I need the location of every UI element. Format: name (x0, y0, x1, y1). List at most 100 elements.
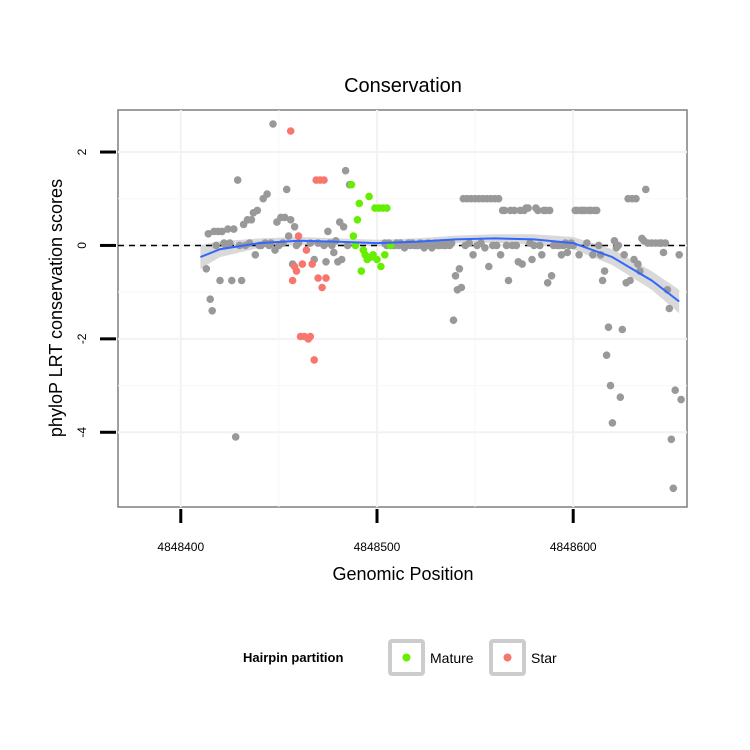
data-point-mature (351, 241, 360, 250)
y-tick-label: -4 (75, 427, 89, 438)
data-point-other (589, 251, 597, 259)
data-point-other (233, 176, 242, 184)
legend-title: Hairpin partition (243, 650, 343, 665)
data-point-other (330, 248, 338, 257)
data-point-other (508, 241, 517, 250)
data-point-other (600, 267, 609, 275)
data-point-mature (371, 204, 379, 212)
data-point-star (298, 260, 307, 268)
data-point-other (496, 251, 505, 259)
data-point-other (259, 194, 268, 203)
data-point-other (571, 206, 579, 215)
data-point-other (549, 241, 558, 250)
data-point-other (230, 225, 238, 233)
data-point-other (324, 227, 332, 236)
y-axis: 2 0 -2 -4 (75, 148, 116, 438)
data-point-other (594, 241, 603, 250)
data-point-other (249, 209, 258, 217)
data-point-star (312, 176, 321, 184)
data-point-other (269, 120, 277, 128)
y-tick-label: 0 (75, 242, 89, 249)
data-point-other (583, 239, 591, 247)
data-point-mature (349, 232, 358, 240)
data-point-other (602, 351, 611, 360)
data-point-other (220, 239, 228, 247)
data-point-other (677, 395, 685, 404)
data-point-mature (347, 180, 356, 189)
data-point-other (536, 241, 544, 250)
data-point-other (210, 227, 218, 236)
data-point-star (296, 332, 305, 341)
data-point-mature (353, 216, 362, 224)
data-point-other (239, 220, 248, 229)
data-point-mature (381, 251, 389, 259)
data-point-other (675, 251, 683, 259)
data-point-other (286, 216, 295, 224)
x-tick-label: 4848500 (354, 540, 401, 554)
data-point-other (451, 272, 460, 280)
data-point-star (318, 283, 326, 292)
data-point-mature (359, 246, 368, 254)
data-point-other (659, 248, 668, 257)
x-axis-title: Genomic Position (332, 564, 473, 584)
data-point-other (538, 251, 546, 259)
data-point-other (624, 194, 632, 203)
data-point-other (532, 204, 540, 212)
data-point-other (610, 237, 619, 245)
data-point-mature (377, 262, 385, 271)
data-point-other (290, 223, 299, 231)
data-point-other (543, 279, 552, 287)
data-point-other (642, 185, 650, 194)
smooth-line-layer (200, 237, 680, 303)
data-point-other (202, 265, 211, 273)
data-point-other (489, 241, 497, 250)
data-point-star (302, 246, 311, 254)
points-layer (202, 120, 685, 493)
data-point-other (216, 276, 224, 285)
legend-label-mature: Mature (430, 650, 474, 666)
data-point-other (459, 194, 468, 203)
data-point-other (547, 272, 556, 280)
data-point-other (606, 381, 615, 390)
data-point-other (469, 251, 477, 259)
data-point-other (292, 241, 301, 250)
data-point-other (604, 323, 613, 332)
plot-panel (117, 109, 688, 508)
data-point-other (453, 286, 462, 294)
data-point-other (502, 241, 511, 250)
data-point-other (206, 295, 214, 304)
data-point-other (271, 246, 279, 254)
data-point-other (204, 230, 213, 238)
x-tick-label: 4848600 (550, 540, 597, 554)
y-axis-title: phyloP LRT conservation scores (46, 179, 66, 437)
data-point-other (320, 241, 328, 250)
data-point-other (228, 276, 236, 285)
data-point-other (665, 304, 674, 313)
data-point-other (449, 316, 458, 325)
data-point-other (540, 206, 548, 215)
x-axis: 4848600 4848500 4848400 (157, 509, 597, 554)
data-point-other (667, 435, 676, 444)
data-point-other (612, 244, 621, 252)
data-point-other (563, 248, 572, 257)
data-point-other (212, 241, 220, 250)
legend-marker-mature (402, 653, 411, 662)
data-point-other (208, 307, 216, 315)
data-point-mature (357, 267, 366, 275)
data-point-other (231, 433, 240, 441)
data-point-other (284, 232, 293, 240)
data-point-star (322, 274, 330, 282)
data-point-other (237, 276, 246, 285)
data-point-star (310, 356, 319, 364)
data-point-star (288, 276, 297, 285)
data-point-other (251, 251, 260, 259)
data-point-other (322, 258, 330, 266)
data-point-other (669, 484, 678, 493)
data-point-star (294, 232, 303, 240)
legend-label-star: Star (531, 650, 557, 666)
data-point-other (455, 265, 464, 273)
data-point-other (630, 255, 638, 264)
data-point-mature (355, 199, 364, 208)
data-point-other (528, 255, 536, 264)
